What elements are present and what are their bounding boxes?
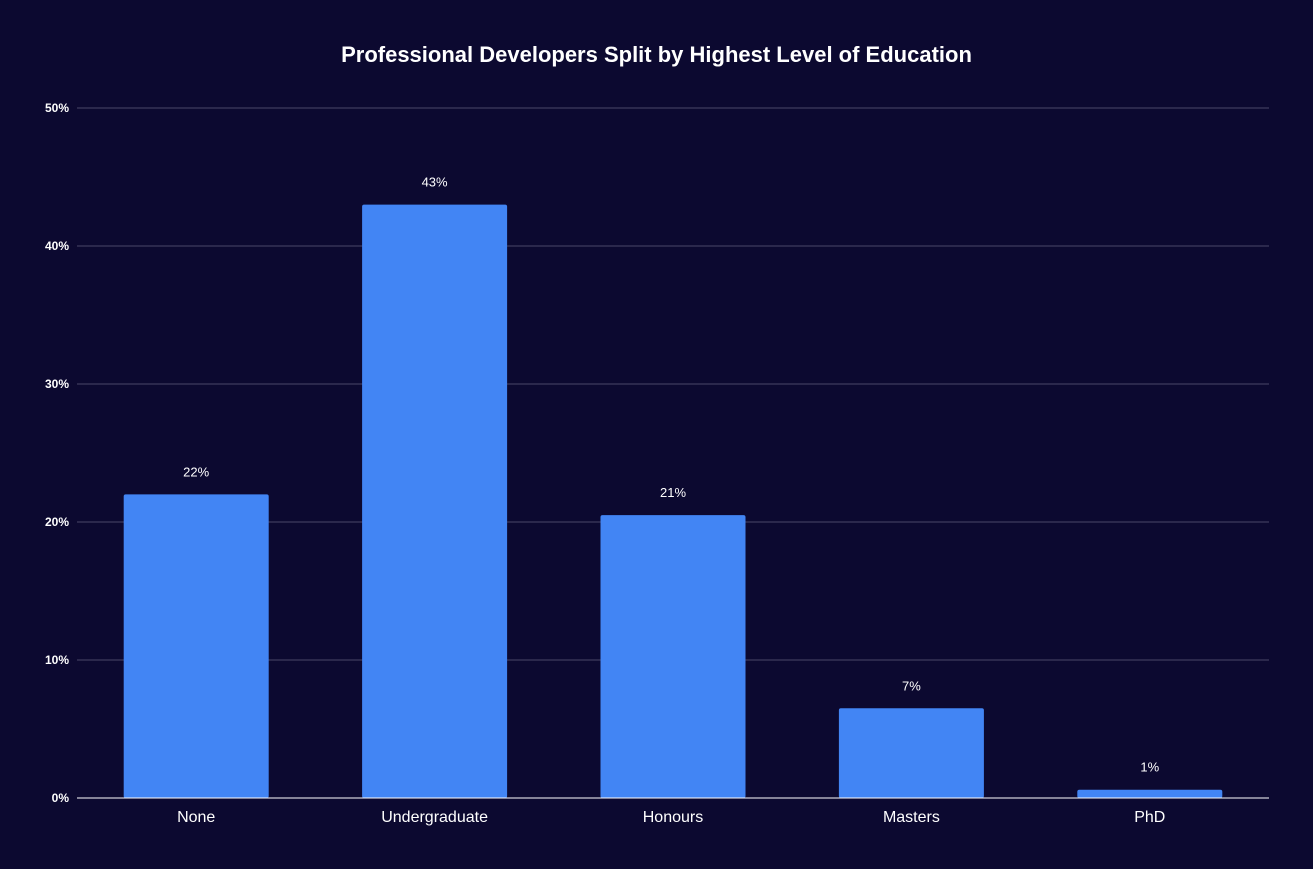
bar bbox=[1077, 789, 1223, 798]
bar bbox=[123, 494, 269, 798]
y-tick-label: 30% bbox=[45, 377, 69, 391]
bar bbox=[600, 515, 746, 798]
y-tick-label: 40% bbox=[45, 239, 69, 253]
data-label: 43% bbox=[422, 175, 448, 190]
x-tick-label: PhD bbox=[1134, 809, 1165, 826]
data-label: 7% bbox=[902, 678, 921, 693]
x-tick-label: Undergraduate bbox=[381, 809, 488, 826]
y-tick-label: 20% bbox=[45, 515, 69, 529]
data-label: 21% bbox=[660, 485, 686, 500]
y-tick-label: 0% bbox=[52, 791, 70, 805]
bar bbox=[838, 708, 984, 798]
x-tick-label: Honours bbox=[643, 809, 703, 826]
x-tick-label: Masters bbox=[883, 809, 940, 826]
chart-title: Professional Developers Split by Highest… bbox=[341, 42, 972, 67]
bar bbox=[362, 204, 508, 799]
data-label: 22% bbox=[183, 464, 209, 479]
x-tick-label: None bbox=[177, 809, 215, 826]
y-tick-label: 50% bbox=[45, 101, 69, 115]
data-label: 1% bbox=[1140, 760, 1159, 775]
y-tick-label: 10% bbox=[45, 653, 69, 667]
